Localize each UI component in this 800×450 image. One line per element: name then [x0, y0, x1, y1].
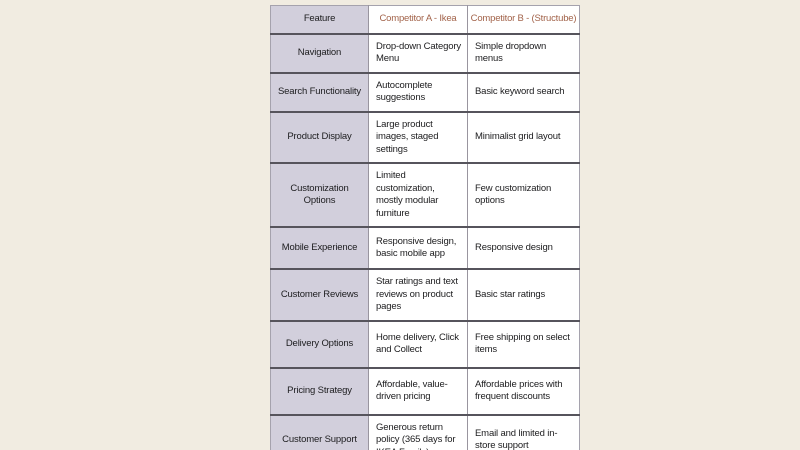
- table-row: Delivery Options Home delivery, Click and…: [270, 319, 580, 369]
- table-row: Search Functionality Autocomplete suggest…: [270, 71, 580, 113]
- feature-cell: Search Functionality: [270, 71, 369, 113]
- feature-cell: Mobile Experience: [270, 226, 369, 270]
- column-header-feature: Feature: [270, 5, 369, 35]
- column-header-competitor-a: Competitor A - Ikea: [368, 5, 468, 35]
- feature-cell: Customer Support: [270, 413, 369, 450]
- feature-cell: Delivery Options: [270, 319, 369, 369]
- table-row: Customization Options Limited customizati…: [270, 162, 580, 228]
- competitor-b-cell: Minimalist grid layout: [467, 110, 580, 164]
- comparison-table-container: Feature Competitor A - Ikea Competitor B…: [270, 5, 580, 450]
- competitor-a-cell: Large product images, staged settings: [368, 110, 468, 164]
- feature-cell: Customization Options: [270, 162, 369, 228]
- table-row: Customer Reviews Star ratings and text re…: [270, 268, 580, 322]
- competitor-a-cell: Generous return policy (365 days for IKE…: [368, 413, 468, 450]
- competitor-a-cell: Home delivery, Click and Collect: [368, 319, 468, 369]
- competitor-b-cell: Basic star ratings: [467, 268, 580, 322]
- header-row: Feature Competitor A - Ikea Competitor B…: [270, 5, 580, 35]
- table-row: Pricing Strategy Affordable, value-driven…: [270, 366, 580, 416]
- competitor-b-cell: Email and limited in-store support: [467, 413, 580, 450]
- table-row: Customer Support Generous return policy (…: [270, 413, 580, 450]
- competitor-b-cell: Affordable prices with frequent discount…: [467, 366, 580, 416]
- feature-cell: Pricing Strategy: [270, 366, 369, 416]
- feature-cell: Navigation: [270, 32, 369, 74]
- competitor-a-cell: Limited customization, mostly modular fu…: [368, 162, 468, 228]
- competitor-b-cell: Free shipping on select items: [467, 319, 580, 369]
- table-row: Mobile Experience Responsive design, basi…: [270, 226, 580, 270]
- competitor-a-cell: Drop-down Category Menu: [368, 32, 468, 74]
- competitor-b-cell: Simple dropdown menus: [467, 32, 580, 74]
- competitor-b-cell: Basic keyword search: [467, 71, 580, 113]
- table-row: Product Display Large product images, sta…: [270, 110, 580, 164]
- table-body: Navigation Drop-down Category Menu Simple …: [270, 32, 580, 450]
- competitor-b-cell: Few customization options: [467, 162, 580, 228]
- table-row: Navigation Drop-down Category Menu Simple …: [270, 32, 580, 74]
- competitor-a-cell: Star ratings and text reviews on product…: [368, 268, 468, 322]
- table-header: Feature Competitor A - Ikea Competitor B…: [270, 5, 580, 35]
- competitor-a-cell: Affordable, value-driven pricing: [368, 366, 468, 416]
- competitor-b-cell: Responsive design: [467, 226, 580, 270]
- feature-cell: Product Display: [270, 110, 369, 164]
- competitor-a-cell: Autocomplete suggestions: [368, 71, 468, 113]
- comparison-table: Feature Competitor A - Ikea Competitor B…: [270, 5, 580, 450]
- competitor-a-cell: Responsive design, basic mobile app: [368, 226, 468, 270]
- column-header-competitor-b: Competitor B - (Structube): [467, 5, 580, 35]
- feature-cell: Customer Reviews: [270, 268, 369, 322]
